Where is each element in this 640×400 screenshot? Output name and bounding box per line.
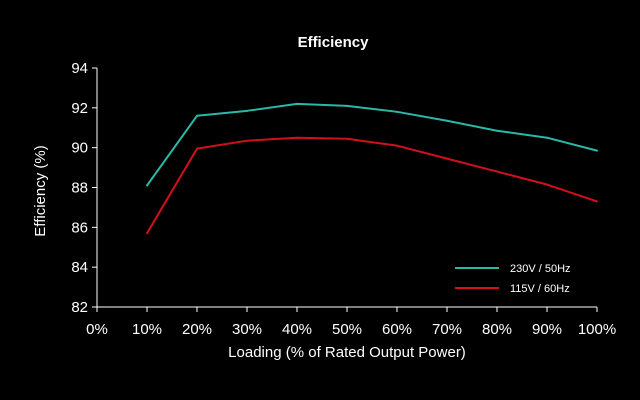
- series-1-point: [396, 144, 398, 147]
- chart-legend: 230V / 50Hz 115V / 60Hz: [455, 263, 571, 295]
- series-1-point: [346, 137, 348, 140]
- x-tick-label: 20%: [182, 321, 212, 338]
- series-0-point: [596, 149, 598, 152]
- y-tick-label: 86: [71, 219, 88, 236]
- series-lines: [146, 102, 598, 235]
- series-1-point: [246, 139, 248, 142]
- x-axis-label: Loading (% of Rated Output Power): [228, 344, 466, 361]
- y-tick-label: 88: [71, 180, 88, 197]
- series-1-point: [196, 147, 198, 150]
- y-tick-labels: 82 84 86 88 90 92 94: [71, 60, 97, 316]
- series-1-point: [446, 157, 448, 160]
- series-1-point: [546, 183, 548, 186]
- x-tick-label: 90%: [532, 321, 562, 338]
- y-tick-label: 90: [71, 140, 88, 157]
- x-tick-label: 0%: [86, 321, 108, 338]
- x-tick-label: 100%: [578, 321, 616, 338]
- y-tick-label: 84: [71, 259, 88, 276]
- series-0-point: [546, 136, 548, 139]
- series-1-point: [596, 200, 598, 203]
- series-0-point: [346, 104, 348, 107]
- x-tick-label: 30%: [232, 321, 262, 338]
- series-line-1: [146, 136, 598, 234]
- x-tick-label: 80%: [482, 321, 512, 338]
- x-tick-label: 40%: [282, 321, 312, 338]
- legend-label-1: 115V / 60Hz: [510, 283, 570, 295]
- series-0-point: [446, 119, 448, 122]
- series-1-point: [146, 232, 148, 235]
- series-1-point: [296, 136, 298, 139]
- x-tick-label: 60%: [382, 321, 412, 338]
- x-tick-label: 50%: [332, 321, 362, 338]
- y-tick-label: 92: [71, 100, 88, 117]
- y-tick-label: 94: [71, 60, 88, 77]
- series-0-point: [296, 102, 298, 105]
- series-0-point: [246, 109, 248, 112]
- series-1-point: [496, 170, 498, 173]
- series-0-point: [146, 184, 148, 187]
- series-0-point: [196, 114, 198, 117]
- y-tick-label: 82: [71, 299, 88, 316]
- series-line-0: [146, 102, 598, 187]
- x-tick-label: 10%: [132, 321, 162, 338]
- x-tick-label: 70%: [432, 321, 462, 338]
- x-tick-labels: 0% 10% 20% 30% 40% 50% 60% 70% 80% 90% 100%: [86, 307, 616, 338]
- legend-label-0: 230V / 50Hz: [510, 263, 571, 275]
- series-0-point: [396, 110, 398, 113]
- series-0-point: [496, 129, 498, 132]
- y-axis-label: Efficiency (%): [32, 145, 49, 236]
- chart-title: Efficiency: [298, 34, 370, 51]
